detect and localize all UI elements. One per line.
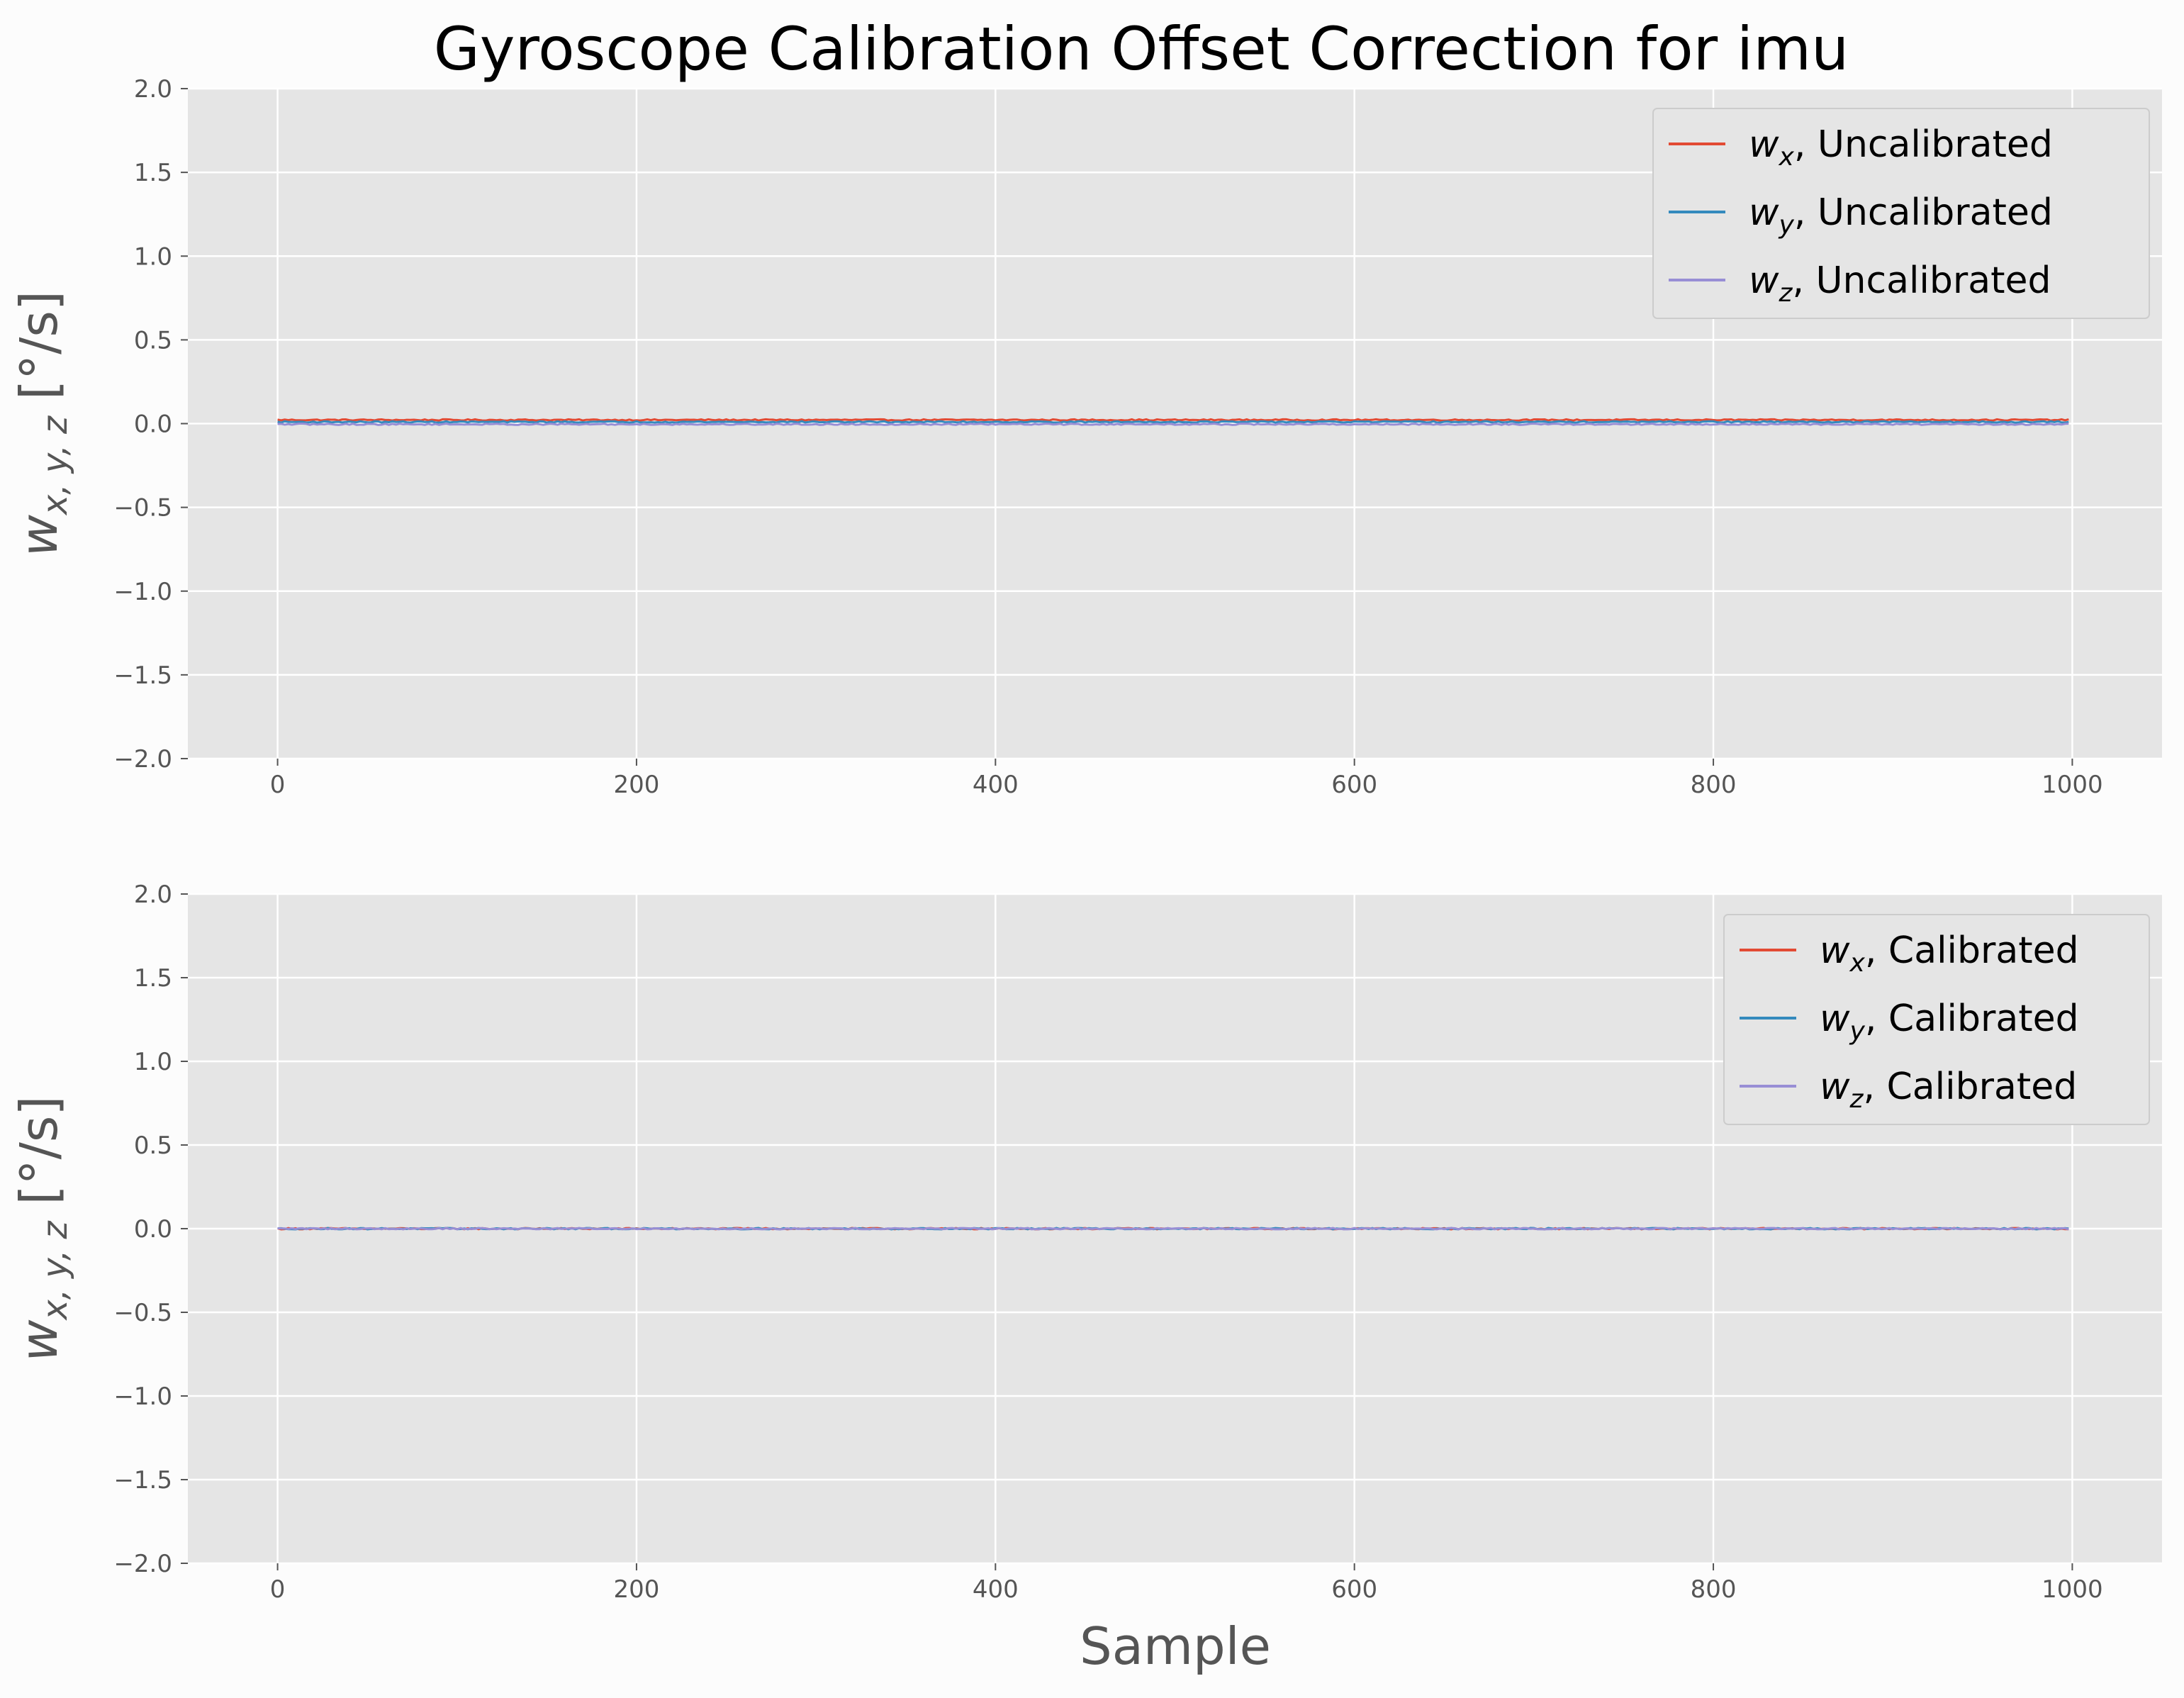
series-line <box>277 420 2069 424</box>
y-tick-label: −1.0 <box>113 1383 172 1411</box>
y-tick-label: −1.5 <box>113 1466 172 1495</box>
y-tick-label: 2.0 <box>134 75 172 104</box>
y-axis-label: wx, y, z [°/s] <box>9 291 75 557</box>
x-tick-label: 800 <box>1691 771 1737 799</box>
legend-label: wz, Calibrated <box>1820 1066 2077 1114</box>
series-line <box>277 418 2069 422</box>
x-tick-label: 400 <box>973 771 1019 799</box>
legend-box <box>1652 108 2150 319</box>
x-tick-label: 1000 <box>2042 771 2103 799</box>
y-tick-label: −2.0 <box>113 1550 172 1578</box>
y-axis-label: wx, y, z [°/s] <box>9 1095 75 1361</box>
x-tick-label: 600 <box>1331 1575 1377 1604</box>
x-tick-label: 200 <box>614 1575 660 1604</box>
legend-label: wy, Calibrated <box>1820 998 2079 1046</box>
x-tick-label: 0 <box>270 771 286 799</box>
y-tick-label: 1.0 <box>134 242 172 271</box>
x-tick-label: 400 <box>973 1575 1019 1604</box>
y-tick-label: −1.5 <box>113 661 172 690</box>
top-axes: −2.0 −1.5 −1.0 −0.5 0.0 0.5 1.0 1.5 2.0 0 200 400 60… <box>9 75 2162 799</box>
bottom-axes: −2.0 −1.5 −1.0 −0.5 0.0 0.5 1.0 1.5 2.0 0 200 400 60… <box>9 881 2162 1604</box>
y-tick-label: −2.0 <box>113 745 172 773</box>
y-tick-label: 1.0 <box>134 1048 172 1076</box>
y-tick-label: −1.0 <box>113 578 172 606</box>
y-tick-label: −0.5 <box>113 1299 172 1327</box>
legend-label: wx, Calibrated <box>1820 929 2079 978</box>
series-line <box>277 1227 2069 1231</box>
y-tick-label: 0.5 <box>134 1132 172 1160</box>
legend-box <box>1723 914 2150 1125</box>
legend-label: wz, Uncalibrated <box>1749 259 2051 308</box>
y-tick-label: 0.5 <box>134 326 172 354</box>
y-tick-label: 0.0 <box>134 1215 172 1244</box>
x-tick-label: 600 <box>1331 771 1377 799</box>
y-tick-label: 1.5 <box>134 964 172 993</box>
y-tick-label: 1.5 <box>134 159 172 187</box>
chart-title: Gyroscope Calibration Offset Correction … <box>434 14 1849 84</box>
x-tick-label: 0 <box>270 1575 286 1604</box>
legend-label: wx, Uncalibrated <box>1749 123 2053 172</box>
x-tick-label: 200 <box>614 771 660 799</box>
series-line <box>277 422 2069 426</box>
legend-label: wy, Uncalibrated <box>1749 191 2053 240</box>
y-tick-label: −0.5 <box>113 494 172 523</box>
x-tick-label: 800 <box>1691 1575 1737 1604</box>
x-axis-label: Sample <box>1080 1616 1271 1676</box>
x-tick-label: 1000 <box>2042 1575 2103 1604</box>
y-tick-label: 2.0 <box>134 881 172 909</box>
y-tick-label: 0.0 <box>134 410 172 439</box>
